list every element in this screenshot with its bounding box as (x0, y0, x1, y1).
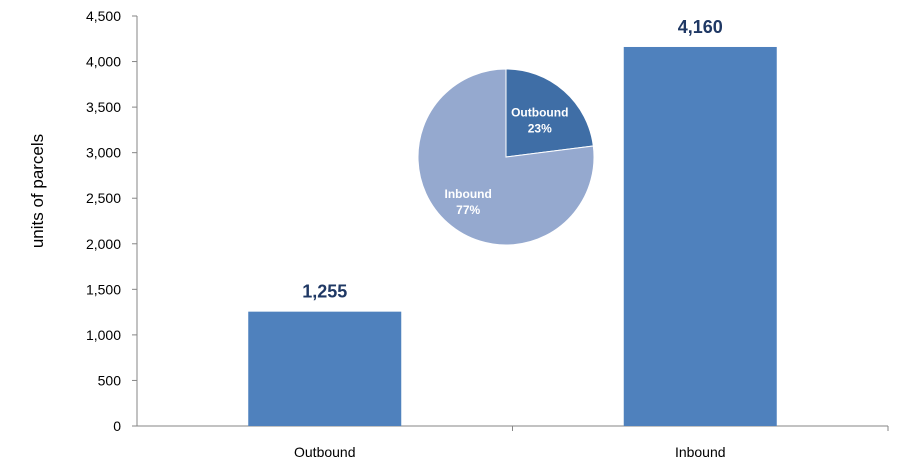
pie-slice-value: 23% (528, 122, 552, 136)
y-tick-label: 4,000 (86, 54, 121, 70)
pie-chart: Outbound 23% Inbound 77% (417, 68, 595, 246)
y-tick-label: 500 (98, 372, 122, 388)
pie-slice-value: 77% (456, 203, 480, 217)
y-tick-label: 3,500 (86, 99, 121, 115)
pie-slice-outbound (505, 68, 594, 158)
y-tick-label: 1,500 (86, 281, 121, 297)
y-tick-label: 3,000 (86, 145, 121, 161)
pie-slice-inbound (417, 68, 595, 246)
pie-slice-label: Inbound (445, 187, 492, 201)
y-tick-label: 2,000 (86, 236, 121, 252)
y-tick-label: 1,000 (86, 327, 121, 343)
bar-outbound (248, 311, 402, 426)
y-tick-label: 4,500 (86, 8, 121, 24)
y-tick-label: 2,500 (86, 190, 121, 206)
bar-chart: 0 500 1,000 1,500 2,000 2,500 3,000 3,500 4,000 4… (86, 8, 889, 460)
y-tick-label: 0 (113, 418, 121, 434)
x-category-label: Inbound (675, 444, 726, 460)
pie-slice-label: Outbound (511, 106, 568, 120)
y-axis-title: units of parcels (28, 134, 47, 248)
bar-data-label: 4,160 (678, 17, 723, 37)
bar-data-label: 1,255 (302, 282, 347, 302)
bar-inbound (623, 46, 777, 426)
x-category-label: Outbound (294, 444, 356, 460)
